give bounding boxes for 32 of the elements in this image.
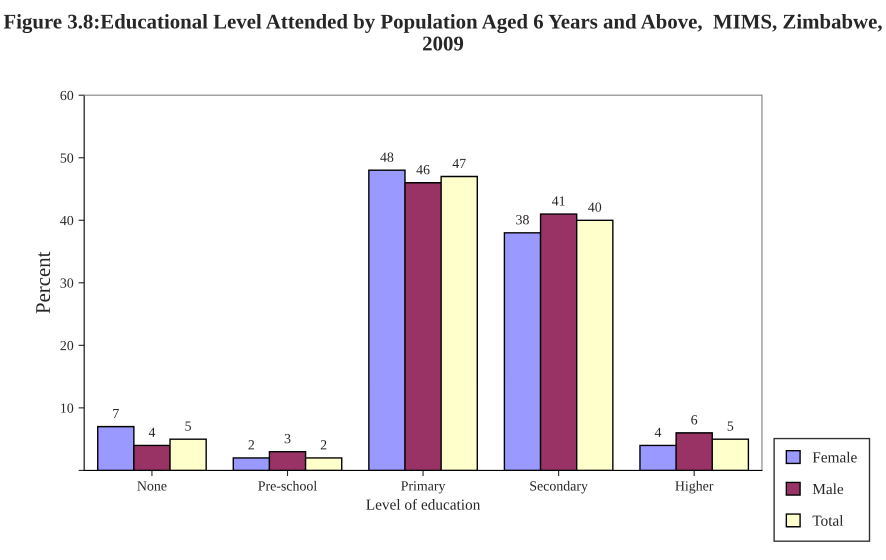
data-label: 41 — [552, 196, 565, 206]
data-label: 5 — [728, 422, 734, 431]
y-tick-label: 20 — [60, 340, 74, 350]
y-tick-label: 50 — [60, 153, 74, 163]
data-label: 38 — [516, 215, 529, 224]
x-axis-title: Level of education — [366, 498, 480, 510]
legend-label: Female — [812, 452, 857, 462]
data-label: 47 — [452, 158, 466, 168]
data-label: 7 — [113, 409, 119, 418]
data-label: 2 — [320, 440, 326, 450]
legend-label: Male — [812, 483, 844, 494]
data-label: 46 — [416, 165, 430, 174]
y-tick-label: 10 — [61, 403, 74, 413]
legend-label: Total — [812, 515, 844, 526]
data-label: 48 — [380, 152, 394, 162]
data-label: 4 — [148, 428, 156, 437]
y-tick-label: 40 — [60, 216, 74, 226]
chart-title: Figure 3.8:Educational Level Attended by Population Aged 6 Years and Above, MIMS, Zimbabwe, 2009 — [4, 14, 882, 51]
data-label: 3 — [284, 434, 290, 444]
y-tick-label: 60 — [60, 90, 74, 100]
y-tick-label: 30 — [60, 278, 74, 288]
x-tick-label: Higher — [675, 480, 714, 494]
data-label: 5 — [185, 422, 192, 431]
data-label: 4 — [654, 428, 662, 437]
x-tick-label: Primary — [401, 481, 446, 494]
data-label: 6 — [691, 415, 698, 425]
data-label: 2 — [248, 440, 254, 450]
data-label: 40 — [588, 202, 602, 212]
y-axis-title: Percent — [36, 252, 50, 314]
x-tick-label: Secondary — [530, 480, 588, 494]
x-tick-label: Pre-school — [258, 480, 317, 491]
x-tick-label: None — [137, 481, 167, 491]
